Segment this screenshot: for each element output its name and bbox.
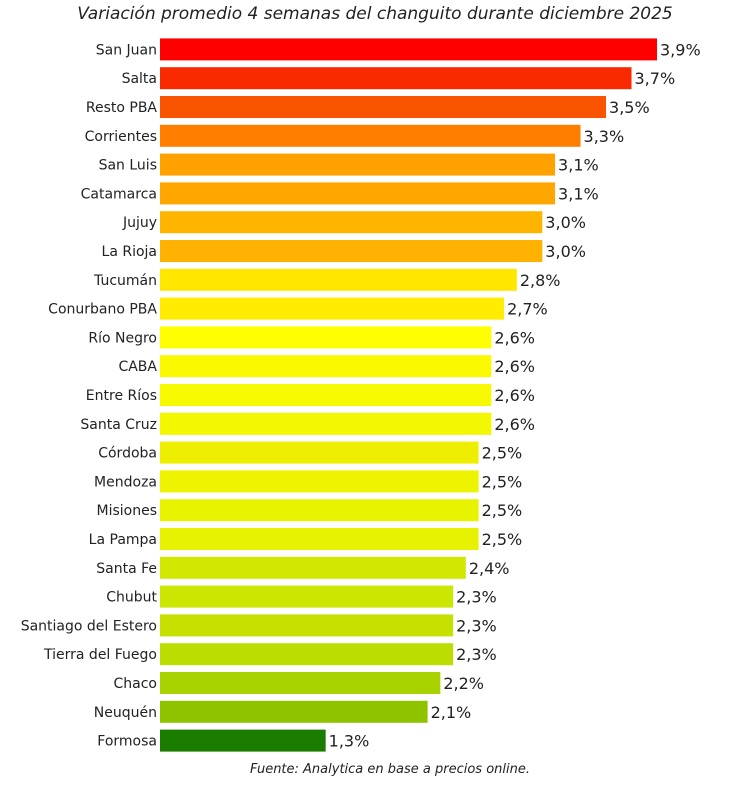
bar (160, 240, 543, 262)
value-label: 2,6% (494, 415, 535, 434)
category-label: Jujuy (122, 215, 157, 231)
value-label: 2,6% (494, 386, 535, 405)
category-label: Tucumán (93, 273, 157, 289)
category-label: Río Negro (88, 330, 157, 346)
category-label: Santiago del Estero (21, 618, 157, 634)
value-label: 3,7% (635, 69, 676, 88)
category-label: CABA (118, 359, 157, 375)
category-label: La Pampa (89, 532, 157, 548)
value-label: 2,5% (482, 472, 523, 491)
bar (160, 729, 326, 752)
category-label: Chubut (106, 590, 157, 606)
category-label: Salta (122, 71, 157, 87)
source-note: Fuente: Analytica en base a precios onli… (250, 762, 530, 777)
value-label: 2,6% (494, 328, 535, 347)
bar (160, 211, 543, 234)
bar (160, 153, 556, 176)
value-label: 3,1% (558, 184, 599, 203)
category-label: Chaco (114, 676, 158, 692)
bar (160, 614, 454, 637)
category-label: Resto PBA (86, 100, 158, 116)
value-label: 2,5% (482, 444, 523, 463)
bar (160, 556, 466, 579)
value-label: 3,0% (545, 242, 586, 261)
bar (160, 700, 428, 723)
bar (160, 384, 492, 406)
bar (160, 470, 479, 493)
category-label: Corrientes (85, 129, 157, 145)
bar (160, 672, 441, 694)
value-label: 2,3% (456, 616, 497, 635)
bar (160, 585, 454, 608)
category-label: Misiones (97, 503, 158, 519)
bar (160, 268, 517, 291)
bar (160, 326, 492, 349)
bar (160, 297, 505, 320)
bar (160, 96, 607, 118)
category-label: Catamarca (81, 186, 157, 202)
category-label: Formosa (97, 734, 157, 750)
category-label: Mendoza (94, 474, 157, 490)
bar (160, 38, 657, 61)
value-label: 2,3% (456, 588, 497, 607)
value-label: 2,7% (507, 300, 548, 319)
value-label: 3,0% (545, 213, 586, 232)
bar (160, 124, 581, 147)
chart-title: Variación promedio 4 semanas del changui… (77, 4, 673, 24)
category-label: La Rioja (102, 244, 157, 260)
value-label: 2,8% (520, 271, 561, 290)
category-label: Tierra del Fuego (43, 647, 157, 663)
value-label: 2,2% (443, 674, 484, 693)
value-label: 3,9% (660, 40, 701, 59)
value-label: 2,1% (431, 703, 472, 722)
bar (160, 643, 454, 666)
value-label: 2,6% (494, 357, 535, 376)
bar (160, 182, 556, 205)
value-label: 3,3% (584, 127, 625, 146)
category-label: Neuquén (94, 705, 157, 721)
value-label: 2,5% (482, 501, 523, 520)
category-label: Santa Cruz (80, 417, 157, 433)
bar (160, 499, 479, 522)
bar (160, 67, 632, 90)
value-label: 2,5% (482, 530, 523, 549)
value-label: 1,3% (329, 732, 370, 751)
bar (160, 355, 492, 378)
bar-chart: San Juan 3,9% Salta 3,7% Resto PBA 3,5% Corrie… (21, 38, 701, 752)
value-label: 2,3% (456, 645, 497, 664)
value-label: 2,4% (469, 559, 510, 578)
bar (160, 528, 479, 550)
bar (160, 412, 492, 435)
value-label: 3,5% (609, 98, 650, 117)
bar (160, 441, 479, 464)
value-label: 3,1% (558, 156, 599, 175)
category-label: Conurbano PBA (48, 302, 157, 318)
category-label: Santa Fe (96, 561, 157, 577)
category-label: Entre Ríos (86, 388, 157, 404)
category-label: Córdoba (98, 446, 157, 462)
category-label: San Juan (96, 42, 157, 58)
category-label: San Luis (99, 158, 157, 174)
